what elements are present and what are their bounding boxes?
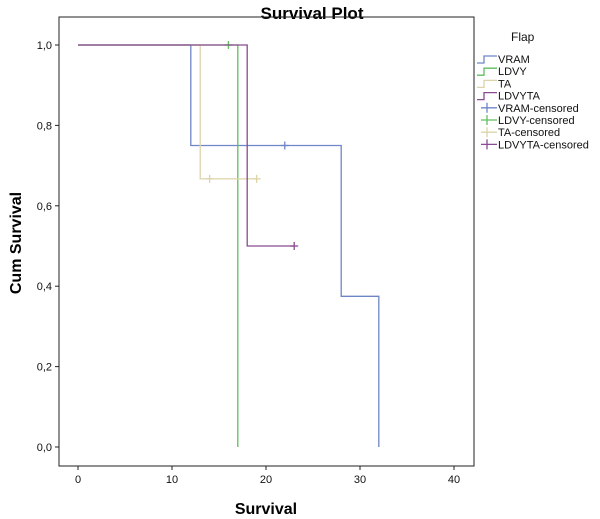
y-tick-label: 1,0 bbox=[37, 40, 52, 52]
legend-entry-ldvy-censored: LDVY-censored bbox=[481, 115, 575, 127]
y-tick-label: 0,0 bbox=[37, 442, 52, 454]
x-tick-label: 20 bbox=[260, 474, 272, 486]
legend-entry-ldvy: LDVY bbox=[477, 66, 527, 78]
x-tick-label: 0 bbox=[75, 474, 81, 486]
x-tick-label: 30 bbox=[354, 474, 366, 486]
legend-label: LDVYTA bbox=[498, 91, 541, 103]
x-tick-label: 40 bbox=[448, 474, 460, 486]
legend-entry-vram-censored: VRAM-censored bbox=[481, 102, 579, 115]
legend-label: LDVYTA-censored bbox=[498, 139, 589, 151]
y-tick-label: 0,8 bbox=[37, 120, 52, 132]
censor-mark-ta bbox=[252, 174, 261, 183]
censor-mark-ldvyta bbox=[290, 242, 299, 250]
legend-swatch bbox=[477, 67, 497, 76]
censor-mark-ta bbox=[205, 174, 214, 183]
series-line-ldvy bbox=[78, 44, 239, 447]
series-lines bbox=[78, 41, 380, 447]
legend-entry-vram: VRAM bbox=[477, 54, 530, 66]
legend-label: TA bbox=[498, 78, 512, 90]
legend-label: TA-censored bbox=[498, 127, 560, 139]
axis-ticks: 0 10 20 30 40 0,0 0,2 0,4 0,6 0,8 1,0 bbox=[37, 40, 460, 486]
y-tick-label: 0,4 bbox=[37, 281, 52, 293]
series-line-ldvyta bbox=[78, 44, 295, 247]
y-axis-title: Cum Survival bbox=[8, 192, 25, 294]
legend-swatch bbox=[477, 79, 497, 89]
chart-title: Survival Plot bbox=[261, 4, 364, 23]
x-tick-label: 10 bbox=[166, 474, 178, 486]
legend-label: LDVY bbox=[498, 66, 527, 78]
legend-label: VRAM bbox=[498, 54, 530, 66]
legend-swatch bbox=[481, 102, 497, 113]
legend-label: LDVY-censored bbox=[498, 115, 575, 127]
legend-swatch bbox=[481, 127, 497, 138]
censor-mark-vram bbox=[280, 141, 289, 150]
legend-swatch bbox=[477, 91, 497, 101]
legend-label: VRAM-censored bbox=[498, 103, 579, 115]
legend-entry-ta: TA bbox=[477, 78, 512, 90]
legend-swatch bbox=[477, 55, 497, 64]
legend-entry-ta-censored: TA-censored bbox=[481, 127, 560, 139]
legend-title: Flap bbox=[511, 30, 535, 44]
y-tick-label: 0,2 bbox=[37, 362, 52, 374]
legend-entry-ldvyta-censored: LDVYTA-censored bbox=[481, 139, 589, 151]
series-line-ta bbox=[78, 44, 257, 180]
legend: Flap VRAMLDVYTALDVYTAVRAM-censoredLDVY-c… bbox=[477, 30, 589, 151]
legend-entry-ldvyta: LDVYTA bbox=[477, 91, 541, 103]
plot-frame bbox=[58, 16, 475, 467]
x-axis-title: Survival bbox=[235, 501, 297, 518]
y-tick-label: 0,6 bbox=[37, 201, 52, 213]
legend-swatch bbox=[481, 115, 497, 125]
series-line-vram bbox=[78, 44, 380, 447]
legend-swatch bbox=[481, 139, 497, 150]
